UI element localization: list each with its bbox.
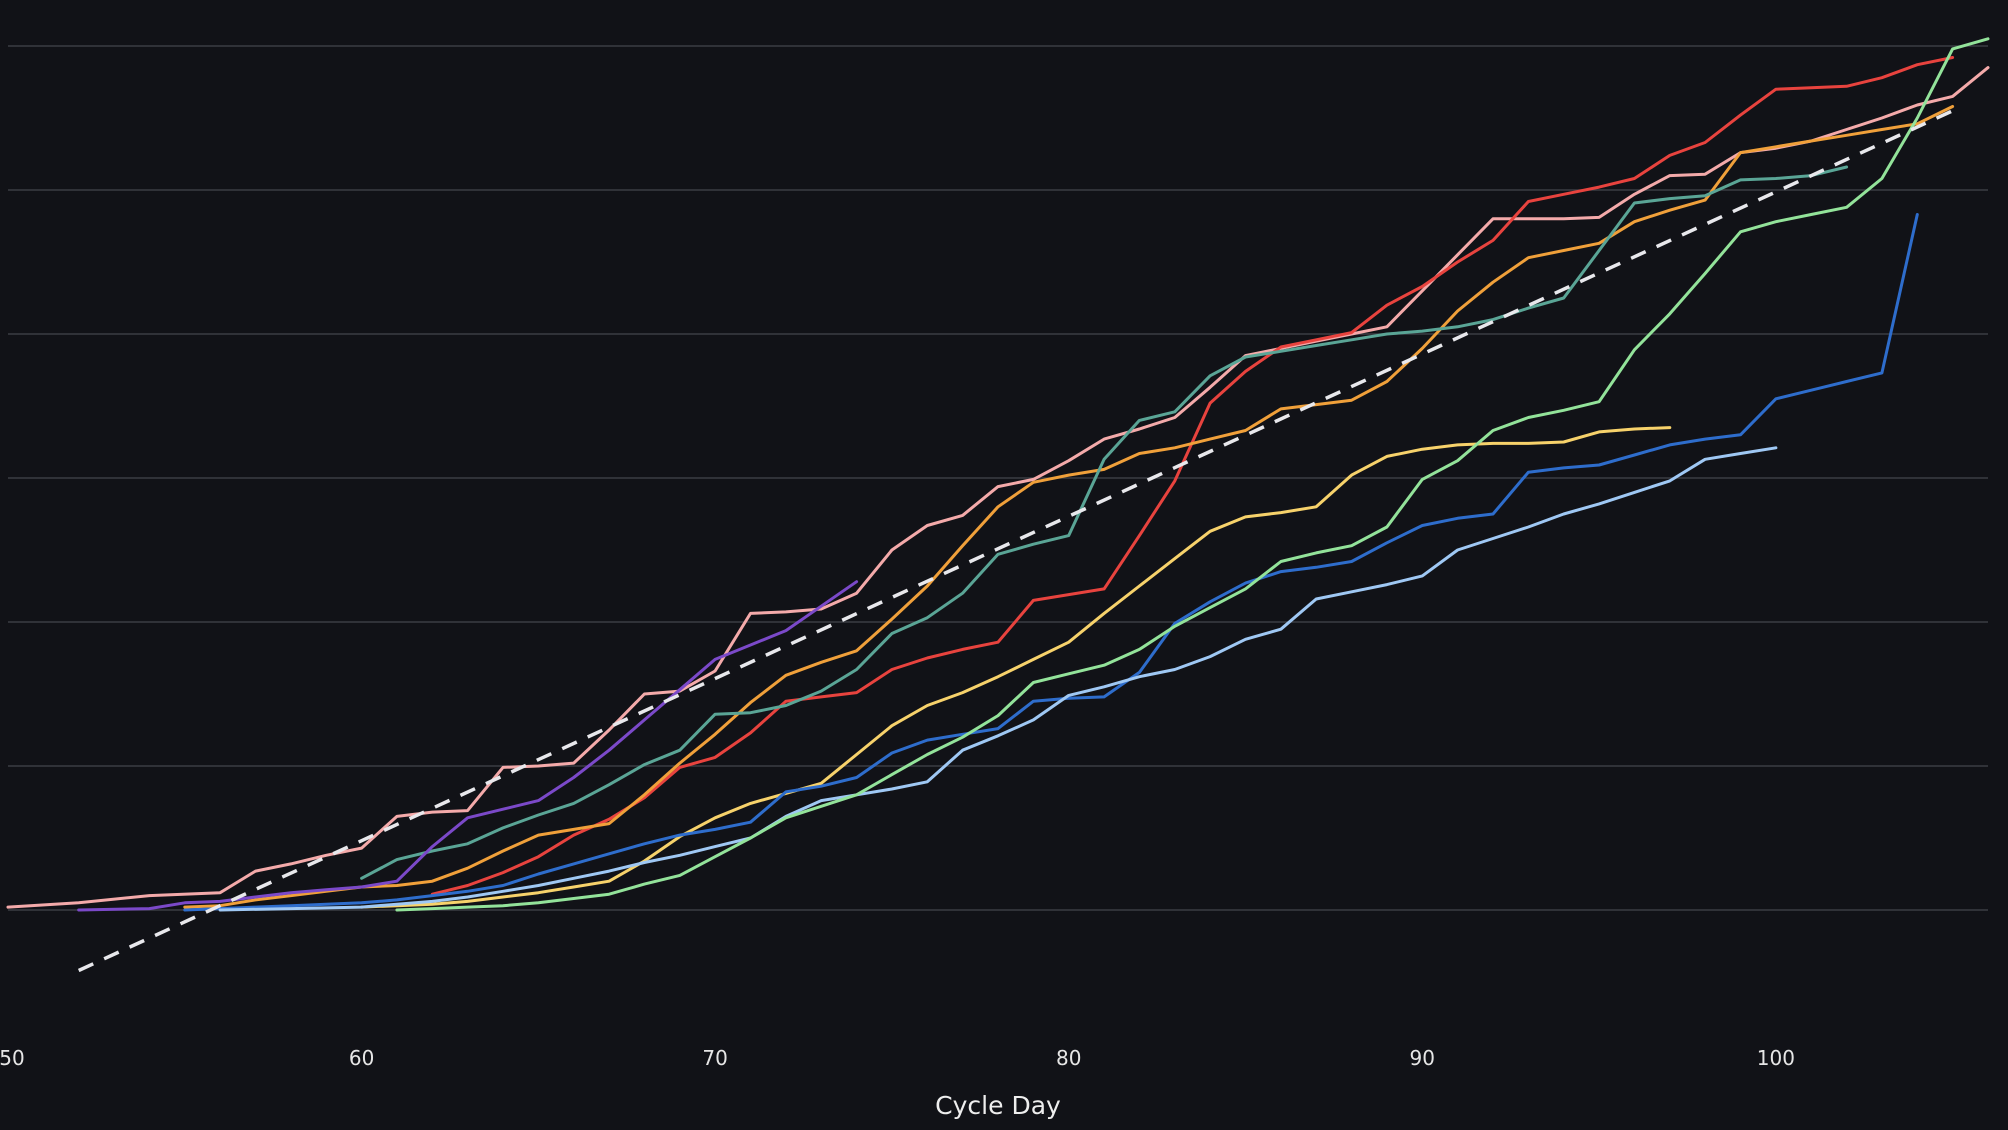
x-tick-label-60: 60	[349, 1046, 374, 1070]
trend-line-layer	[77, 109, 1954, 973]
series-line-4	[360, 165, 1849, 880]
series-line-9	[395, 37, 1990, 912]
series-line-8	[218, 446, 1778, 912]
trend-line	[77, 109, 1954, 973]
grid-lines	[8, 45, 1988, 911]
series-line-3	[183, 105, 1955, 909]
x-tick-label-90: 90	[1410, 1046, 1435, 1070]
x-axis-title: Cycle Day	[935, 1091, 1061, 1120]
x-tick-label-80: 80	[1056, 1046, 1081, 1070]
series-line-1	[6, 66, 1990, 909]
x-tick-label-100: 100	[1757, 1046, 1795, 1070]
series-line-7	[183, 213, 1919, 912]
series-line-6	[360, 426, 1672, 909]
x-tick-labels: 50 60 70 80 90 100	[0, 1046, 1795, 1070]
x-tick-label-70: 70	[702, 1046, 727, 1070]
x-tick-label-50: 50	[0, 1046, 25, 1070]
